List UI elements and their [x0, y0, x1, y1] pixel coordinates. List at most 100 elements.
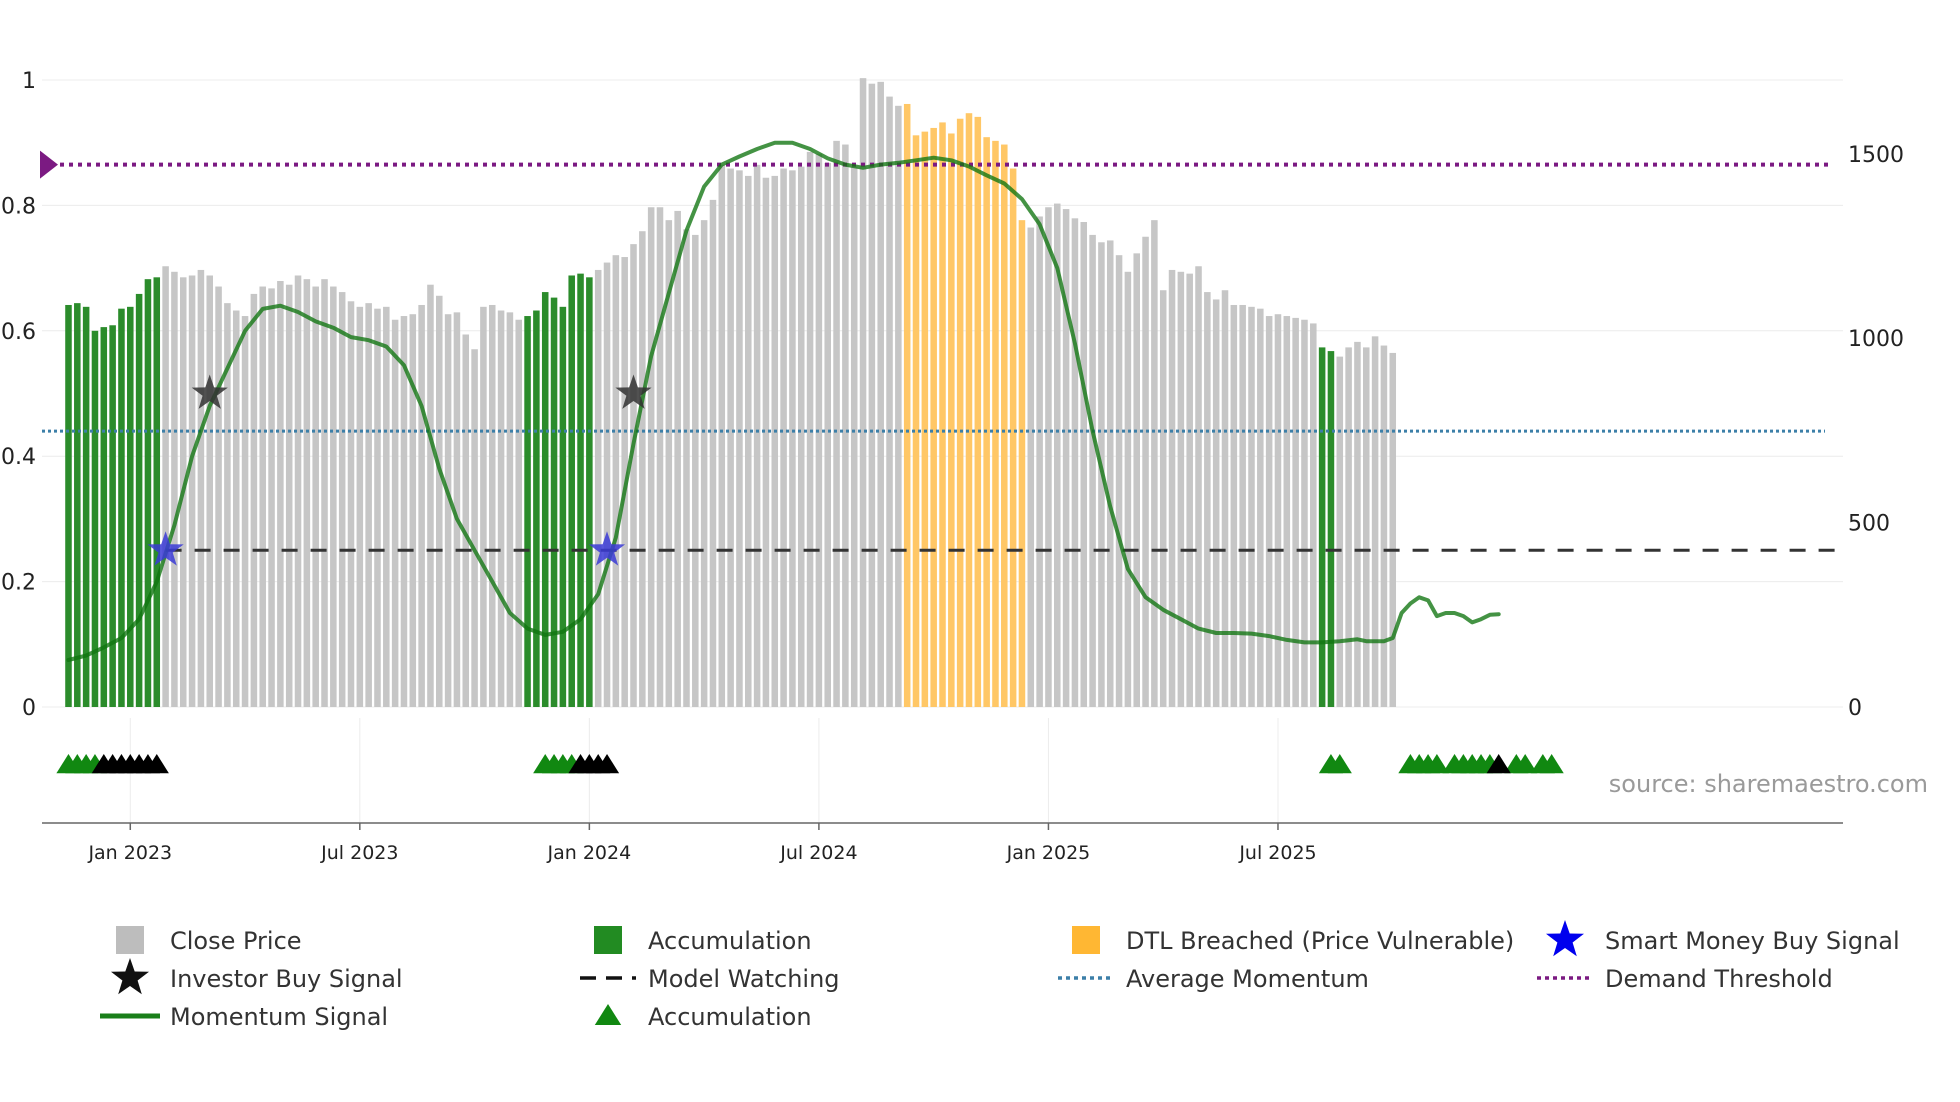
close-price-bar — [1248, 306, 1255, 707]
close-price-bar — [1142, 236, 1149, 707]
close-price-bar — [488, 304, 496, 707]
close-price-bar — [409, 314, 417, 707]
legend-label: Smart Money Buy Signal — [1605, 927, 1900, 955]
accumulation-bar — [153, 277, 161, 707]
close-price-bar — [639, 231, 646, 707]
legend-label: Average Momentum — [1126, 965, 1369, 993]
close-price-bar — [444, 314, 452, 707]
legend-item: Demand Threshold — [1537, 965, 1833, 993]
legend-label: Model Watching — [648, 965, 840, 993]
accumulation-bar — [524, 316, 531, 707]
dtl-breached-bar — [921, 131, 929, 707]
close-price-bar — [1212, 299, 1220, 707]
dtl-breached-bar — [948, 133, 955, 707]
close-price-bar — [1071, 218, 1079, 707]
close-price-bar — [453, 312, 461, 707]
legend-item: Accumulation — [594, 926, 812, 955]
close-price-bar — [692, 234, 699, 707]
close-price-bar — [294, 275, 302, 707]
close-price-bar — [1151, 220, 1158, 707]
close-price-bar — [162, 266, 169, 707]
close-price-bar — [1036, 216, 1043, 707]
investor-buy-signal-star — [191, 374, 228, 409]
close-price-bar — [683, 229, 690, 707]
smart-money-buy-signal-star — [147, 531, 184, 566]
markers-layer — [56, 374, 1564, 774]
close-price-bar — [700, 220, 708, 707]
dtl-breached-bar — [983, 137, 990, 707]
close-price-bar — [1389, 352, 1397, 707]
smart-money-buy-signal-star — [588, 531, 626, 566]
dtl-breached-bar — [912, 135, 920, 707]
accumulation-triangle-green — [1513, 754, 1538, 774]
close-price-bar — [462, 334, 470, 707]
accumulation-bar — [118, 308, 125, 707]
legend-square-swatch — [594, 926, 622, 954]
close-price-bar — [1195, 266, 1202, 707]
close-price-bar — [718, 164, 726, 707]
x-tick-label: Jan 2025 — [1006, 842, 1091, 864]
dtl-breached-bar — [903, 103, 911, 708]
close-price-bar — [833, 140, 840, 707]
close-price-bar — [268, 288, 275, 707]
close-price-bar — [188, 275, 196, 707]
legend-item: Investor Buy Signal — [111, 958, 403, 995]
left-tick-label: 0.6 — [1, 320, 36, 345]
legend-label: Demand Threshold — [1605, 965, 1833, 993]
accumulation-bar — [577, 273, 584, 707]
close-price-bar — [1062, 209, 1070, 707]
close-price-bar — [303, 279, 311, 707]
dtl-breached-bar — [939, 122, 946, 708]
close-price-bar — [1239, 304, 1246, 707]
x-tick-label: Jul 2025 — [1238, 842, 1316, 864]
x-tick-label: Jan 2024 — [547, 842, 632, 864]
accumulation-bar — [1327, 351, 1335, 707]
close-price-bar — [400, 316, 408, 707]
legend-square-swatch — [116, 926, 144, 954]
close-price-bar — [391, 319, 399, 707]
axes-layer: 0 0.2 0.4 0.6 0.8 1 0 500 1000 1500 Jan 2023 Jul 20… — [1, 69, 1904, 864]
close-price-bar — [630, 244, 637, 707]
accumulation-bar — [568, 275, 575, 707]
accumulation-triangle-green — [1539, 754, 1564, 774]
legend-layer: Close Price Accumulation DTL Breached (Pri… — [100, 920, 1900, 1031]
close-price-bar — [1133, 253, 1140, 708]
close-price-bar — [1292, 317, 1299, 707]
close-price-bar — [1054, 203, 1061, 707]
close-price-bar — [1080, 221, 1088, 707]
close-price-bar — [1371, 336, 1379, 707]
close-price-bar — [656, 207, 664, 707]
close-price-bar — [206, 275, 214, 707]
accumulation-triangle-black — [594, 754, 620, 774]
close-price-bar — [1354, 341, 1361, 707]
accumulation-triangle-green — [1424, 754, 1449, 774]
close-price-bar — [1380, 345, 1388, 707]
close-price-bar — [647, 207, 655, 707]
close-price-bar — [427, 284, 434, 707]
close-price-bar — [736, 170, 743, 708]
close-price-bar — [859, 78, 867, 707]
accumulation-triangle-green — [1327, 754, 1352, 774]
close-price-bar — [497, 310, 505, 707]
close-price-bar — [1089, 234, 1096, 707]
close-price-bar — [171, 271, 178, 707]
close-price-bar — [771, 175, 779, 708]
close-price-bar — [709, 199, 717, 707]
dtl-breached-bar — [930, 127, 937, 707]
close-price-bar — [1045, 207, 1052, 707]
dtl-breached-bar — [965, 113, 973, 708]
close-price-bar — [797, 166, 805, 707]
close-price-bar — [215, 286, 222, 707]
dtl-breached-bar — [992, 140, 999, 707]
close-price-bar — [789, 170, 796, 708]
close-price-bar — [886, 96, 893, 708]
right-tick-label: 1500 — [1848, 143, 1904, 168]
legend-label: Momentum Signal — [170, 1003, 388, 1031]
legend-item: Smart Money Buy Signal — [1546, 920, 1900, 957]
left-tick-label: 0.8 — [1, 194, 36, 219]
close-price-bar — [1265, 316, 1273, 707]
close-price-bar — [383, 306, 390, 707]
bars-layer — [65, 78, 1397, 708]
close-price-bar — [594, 269, 602, 707]
